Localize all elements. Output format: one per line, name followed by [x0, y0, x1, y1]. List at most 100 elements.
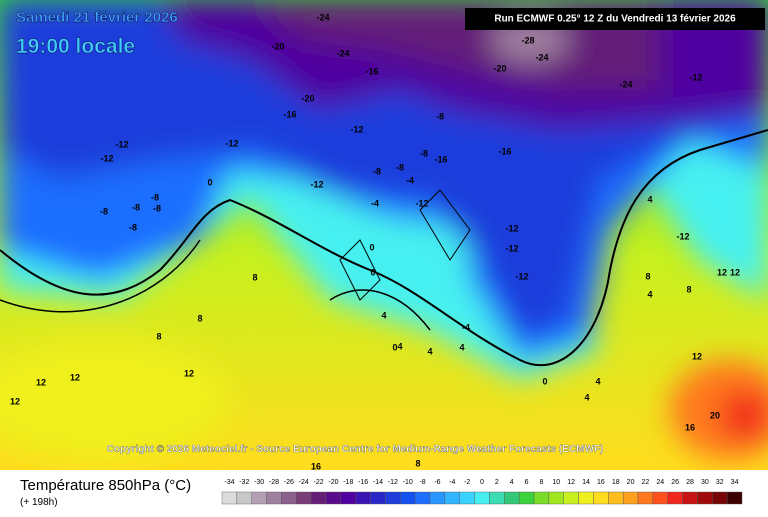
contour-label: -12: [225, 138, 238, 148]
scale-swatch: [251, 491, 267, 505]
contour-label: 16: [685, 422, 695, 432]
scale-swatch: [622, 491, 639, 505]
contour-label: -8: [420, 148, 428, 158]
contour-label: 0: [370, 267, 375, 277]
scale-swatch: [340, 491, 356, 505]
contour-label: -12: [515, 271, 528, 281]
scale-label: 16: [597, 479, 605, 486]
scale-label: 20: [627, 479, 635, 486]
scale-swatch: [266, 491, 282, 505]
contour-label: 0: [392, 342, 397, 352]
contour-label: -24: [316, 12, 329, 22]
contour-label: -16: [498, 146, 511, 156]
scale-label: -2: [464, 479, 470, 486]
contour-label: 4: [647, 289, 652, 299]
scale-swatch: [370, 491, 386, 505]
legend-bar: [0, 470, 768, 512]
contour-label: 4: [381, 310, 386, 320]
contour-label: -8: [129, 222, 137, 232]
contour-label: -12: [505, 223, 518, 233]
contour-label: -12: [310, 179, 323, 189]
scale-label: -30: [254, 479, 264, 486]
scale-swatch: [474, 491, 490, 505]
contour-label: -8: [151, 192, 159, 202]
scale-label: -14: [373, 479, 383, 486]
scale-swatch: [578, 491, 594, 505]
contour-label: 8: [645, 271, 650, 281]
scale-swatch: [236, 491, 252, 505]
scale-swatch: [518, 491, 535, 505]
scale-swatch: [637, 491, 654, 505]
contour-label: -20: [271, 41, 284, 51]
contour-label: -8: [373, 166, 381, 176]
scale-swatch: [459, 491, 475, 505]
contour-label: -12: [350, 124, 363, 134]
contour-label: -28: [521, 35, 534, 45]
contour-label: -8: [396, 162, 404, 172]
scale-label: -16: [358, 479, 368, 486]
scale-label: -4: [449, 479, 455, 486]
legend-title: Température 850hPa (°C): [20, 477, 191, 494]
scale-label: -12: [388, 479, 398, 486]
contour-label: 16: [311, 461, 321, 471]
scale-swatch: [548, 491, 564, 505]
scale-label: 34: [731, 479, 739, 486]
contour-label: -20: [301, 93, 314, 103]
scale-label: 18: [612, 479, 620, 486]
contour-label: 8: [197, 313, 202, 323]
contour-label: 4: [584, 392, 589, 402]
scale-label: 10: [552, 479, 560, 486]
contour-label: 12: [10, 396, 20, 406]
scale-swatch: [221, 491, 238, 505]
contour-label: 20: [710, 410, 720, 420]
contour-label: -8: [436, 111, 444, 121]
temperature-field: [0, 0, 768, 470]
run-info: Run ECMWF 0.25° 12 Z du Vendredi 13 févr…: [494, 14, 736, 25]
contour-label: 4: [459, 342, 464, 352]
scale-swatch: [504, 491, 520, 505]
contour-label: -12: [415, 198, 428, 208]
contour-label: 4: [595, 376, 600, 386]
scale-swatch: [281, 491, 297, 505]
scale-label: 12: [567, 479, 575, 486]
scale-label: 8: [539, 479, 543, 486]
contour-label: -16: [434, 154, 447, 164]
contour-label: -8: [132, 202, 140, 212]
scale-label: -32: [239, 479, 249, 486]
contour-label: 12: [730, 267, 740, 277]
scale-swatch: [682, 491, 698, 505]
contour-label: -24: [535, 52, 548, 62]
contour-label: -4: [371, 198, 379, 208]
contour-label: -4: [462, 322, 470, 332]
scale-label: -10: [403, 479, 413, 486]
scale-label: 30: [701, 479, 709, 486]
scale-swatch: [667, 491, 683, 505]
scale-label: 26: [671, 479, 679, 486]
scale-label: 2: [495, 479, 499, 486]
contour-label: 12: [184, 368, 194, 378]
lead-time: (+ 198h): [20, 497, 58, 508]
time-label: 19:00 locale: [16, 35, 135, 58]
scale-swatch: [429, 491, 446, 505]
scale-label: 0: [480, 479, 484, 486]
scale-swatch: [726, 491, 743, 505]
date-label: Samedi 21 février 2026: [16, 9, 178, 26]
contour-label: 8: [415, 458, 420, 468]
scale-label: -34: [224, 479, 234, 486]
contour-label: -8: [153, 203, 161, 213]
contour-label: 12: [692, 351, 702, 361]
contour-label: 0: [369, 242, 374, 252]
contour-label: -12: [689, 72, 702, 82]
contour-label: 0: [542, 376, 547, 386]
contour-label: 8: [252, 272, 257, 282]
contour-label: 0: [207, 177, 212, 187]
copyright: Copyright © 2026 Meteociel.fr - Source E…: [107, 444, 604, 455]
scale-label: -28: [269, 479, 279, 486]
scale-swatch: [593, 491, 609, 505]
contour-label: -8: [100, 206, 108, 216]
scale-label: -8: [419, 479, 425, 486]
scale-swatch: [712, 491, 728, 505]
scale-swatch: [489, 491, 505, 505]
scale-swatch: [355, 491, 371, 505]
